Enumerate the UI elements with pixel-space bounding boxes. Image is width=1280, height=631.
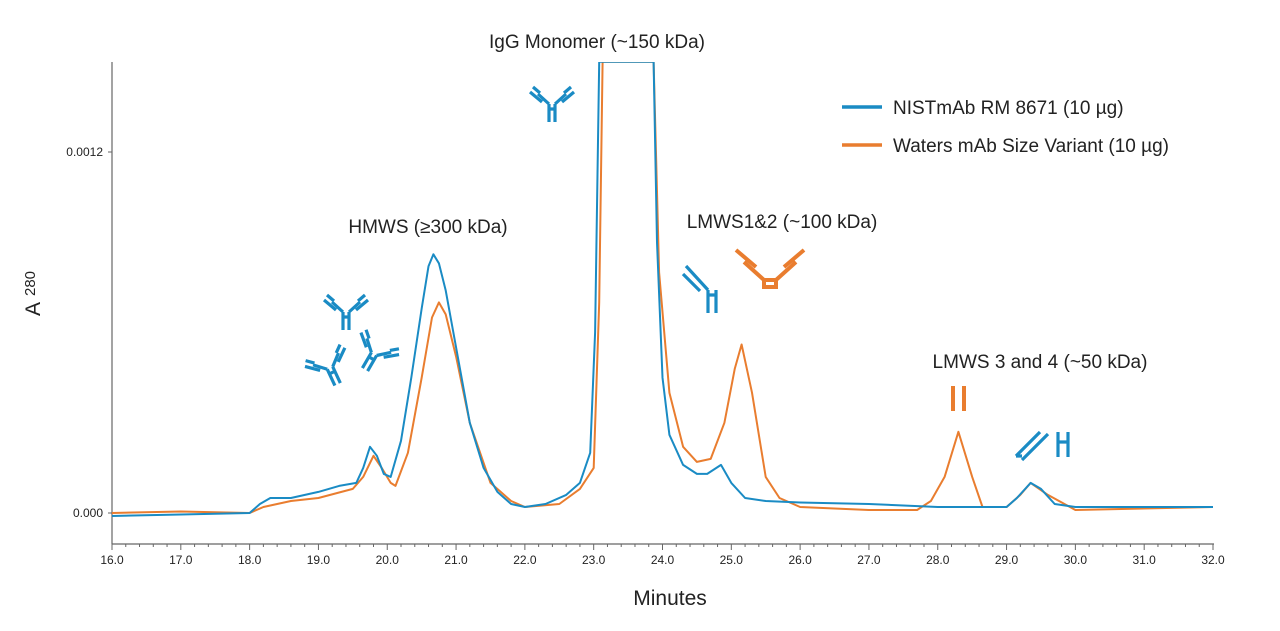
x-tick-label: 29.0 <box>995 553 1019 567</box>
antibody-fragment-icon-lmws34 <box>1014 430 1070 462</box>
y-axis-label: A 280 <box>22 271 45 316</box>
x-tick-label: 26.0 <box>788 553 812 567</box>
y-tick-label: 0.0012 <box>66 145 103 159</box>
antibody-hmws-icon-2 <box>301 341 360 396</box>
annotation-lmws12: LMWS1&2 (~100 kDa) <box>687 212 878 233</box>
antibody-fragment-icon-orange-lmws12 <box>734 248 806 289</box>
legend: NISTmAb RM 8671 (10 µg) Waters mAb Size … <box>842 98 1169 157</box>
x-tick-label: 22.0 <box>513 553 537 567</box>
x-axis-label: Minutes <box>633 587 707 610</box>
x-tick-label: 20.0 <box>376 553 400 567</box>
x-tick-label: 28.0 <box>926 553 950 567</box>
x-tick-label: 17.0 <box>169 553 193 567</box>
antibody-fragment-icon-lmws12 <box>681 264 718 313</box>
annotation-igg-monomer: IgG Monomer (~150 kDa) <box>489 32 705 53</box>
x-tick-label: 31.0 <box>1133 553 1157 567</box>
axis-ticks: 16.0 17.0 18.0 19.0 20.0 21.0 22.0 23.0 24.0 25.0… <box>66 145 1225 567</box>
x-tick-label: 32.0 <box>1201 553 1225 567</box>
antibody-monomer-icon <box>528 85 576 124</box>
series-line-waters <box>112 62 1214 514</box>
legend-label-nistmab: NISTmAb RM 8671 (10 µg) <box>893 98 1124 119</box>
x-tick-label: 19.0 <box>307 553 331 567</box>
y-axis-label-subscript: 280 <box>22 271 39 296</box>
axes <box>111 62 1214 545</box>
x-tick-label: 25.0 <box>720 553 744 567</box>
x-tick-label: 23.0 <box>582 553 606 567</box>
series-line-nistmab <box>112 62 1213 517</box>
x-tick-label: 18.0 <box>238 553 262 567</box>
annotation-lmws34: LMWS 3 and 4 (~50 kDa) <box>933 352 1148 373</box>
x-tick-label: 16.0 <box>100 553 124 567</box>
annotation-hmws: HMWS (≥300 kDa) <box>348 217 507 238</box>
y-axis-label-main: A <box>22 302 45 316</box>
series-group <box>112 62 1214 517</box>
antibody-hmws-icon-3 <box>344 326 404 383</box>
legend-label-waters: Waters mAb Size Variant (10 µg) <box>893 136 1169 157</box>
x-tick-label: 30.0 <box>1064 553 1088 567</box>
light-chain-icon-lmws34 <box>951 386 966 411</box>
x-tick-label: 21.0 <box>444 553 468 567</box>
y-tick-label: 0.000 <box>73 506 103 520</box>
x-tick-label: 24.0 <box>651 553 675 567</box>
antibody-hmws-icon-1 <box>322 293 370 332</box>
x-tick-label: 27.0 <box>857 553 881 567</box>
